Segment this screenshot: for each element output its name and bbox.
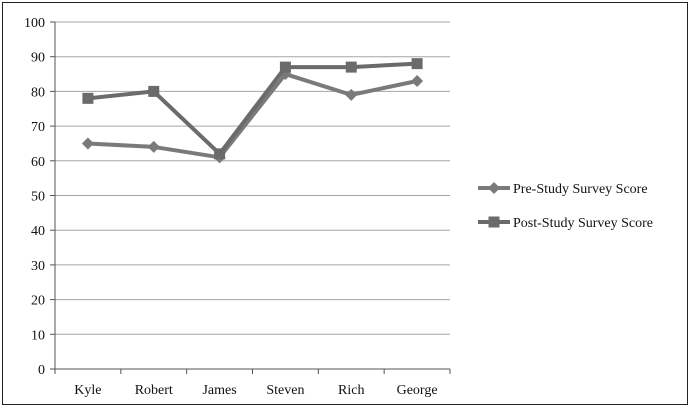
data-point	[81, 137, 94, 150]
data-point	[411, 58, 423, 70]
y-tick-label: 100	[24, 16, 45, 31]
y-tick-label: 60	[31, 155, 45, 170]
y-tick-label: 20	[31, 294, 45, 309]
data-point	[411, 74, 424, 87]
x-tick-label: Robert	[135, 383, 173, 398]
axes	[50, 21, 451, 374]
x-axis-tick-labels: Kyle Robert James Steven Rich George	[74, 383, 437, 398]
data-point	[82, 92, 94, 104]
data-point	[148, 85, 160, 97]
y-axis-tick-labels: 0 10 20 30 40 50 60 70 80 90 100	[24, 16, 45, 378]
series-layer	[81, 58, 424, 164]
x-tick-label: Rich	[338, 383, 364, 398]
y-tick-label: 90	[31, 51, 45, 66]
legend-entry: Post-Study Survey Score	[478, 216, 653, 231]
legend-marker	[488, 182, 500, 194]
chart-frame	[2, 2, 688, 405]
data-point	[345, 88, 358, 101]
x-tick-label: James	[202, 383, 236, 398]
y-tick-label: 40	[31, 224, 45, 239]
data-point	[147, 140, 160, 153]
y-tick-label: 0	[38, 363, 45, 378]
y-tick-label: 10	[31, 328, 45, 343]
data-point	[214, 148, 226, 160]
y-tick-label: 80	[31, 85, 45, 100]
series-pre-study	[81, 68, 424, 164]
y-tick-label: 70	[31, 120, 45, 135]
data-point	[345, 61, 357, 73]
series-line	[87, 61, 418, 156]
legend-label: Post-Study Survey Score	[513, 216, 653, 231]
legend-label: Pre-Study Survey Score	[513, 182, 648, 197]
series-line	[87, 72, 418, 160]
y-tick-label: 50	[31, 190, 45, 205]
x-tick-label: Kyle	[74, 383, 101, 398]
x-tick-label: George	[397, 383, 438, 398]
gridlines	[55, 21, 450, 335]
legend-marker	[488, 216, 500, 228]
data-point	[279, 61, 291, 73]
legend-entry: Pre-Study Survey Score	[478, 182, 648, 197]
x-tick-label: Steven	[266, 383, 304, 398]
legend: Pre-Study Survey Score Post-Study Survey …	[478, 182, 653, 231]
y-tick-label: 30	[31, 259, 45, 274]
series-post-study	[82, 58, 423, 160]
